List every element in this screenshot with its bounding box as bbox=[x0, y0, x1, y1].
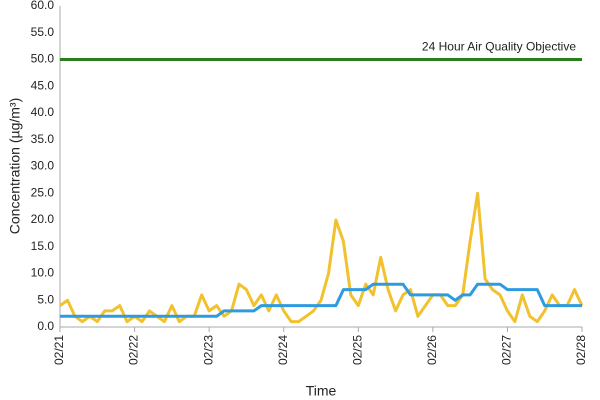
x-tick-label: 02/23 bbox=[201, 335, 215, 365]
y-tick-label: 20.0 bbox=[31, 212, 55, 226]
y-tick-label: 35.0 bbox=[31, 132, 55, 146]
y-tick-label: 50.0 bbox=[31, 52, 55, 66]
y-tick-label: 55.0 bbox=[31, 25, 55, 39]
y-tick-label: 5.0 bbox=[37, 292, 54, 306]
reference-label: 24 Hour Air Quality Objective bbox=[422, 40, 576, 54]
x-tick-label: 02/26 bbox=[425, 335, 439, 365]
y-tick-label: 25.0 bbox=[31, 185, 55, 199]
x-tick-label: 02/28 bbox=[574, 335, 588, 365]
x-tick-label: 02/27 bbox=[500, 335, 514, 365]
y-tick-label: 15.0 bbox=[31, 239, 55, 253]
y-tick-label: 60.0 bbox=[31, 0, 55, 12]
x-tick-label: 02/22 bbox=[127, 335, 141, 365]
x-tick-label: 02/25 bbox=[350, 335, 364, 365]
series-line bbox=[59, 191, 584, 324]
x-tick-label: 02/24 bbox=[276, 335, 290, 365]
y-tick-label: 45.0 bbox=[31, 78, 55, 92]
y-tick-label: 0.0 bbox=[37, 319, 54, 333]
x-tick-label: 02/21 bbox=[52, 335, 66, 365]
y-tick-label: 40.0 bbox=[31, 105, 55, 119]
x-axis-label: Time bbox=[306, 383, 337, 399]
series-line bbox=[60, 282, 582, 318]
y-tick-label: 10.0 bbox=[31, 266, 55, 280]
y-axis-label: Concentration (µg/m³) bbox=[7, 98, 23, 234]
y-tick-label: 30.0 bbox=[31, 159, 55, 173]
